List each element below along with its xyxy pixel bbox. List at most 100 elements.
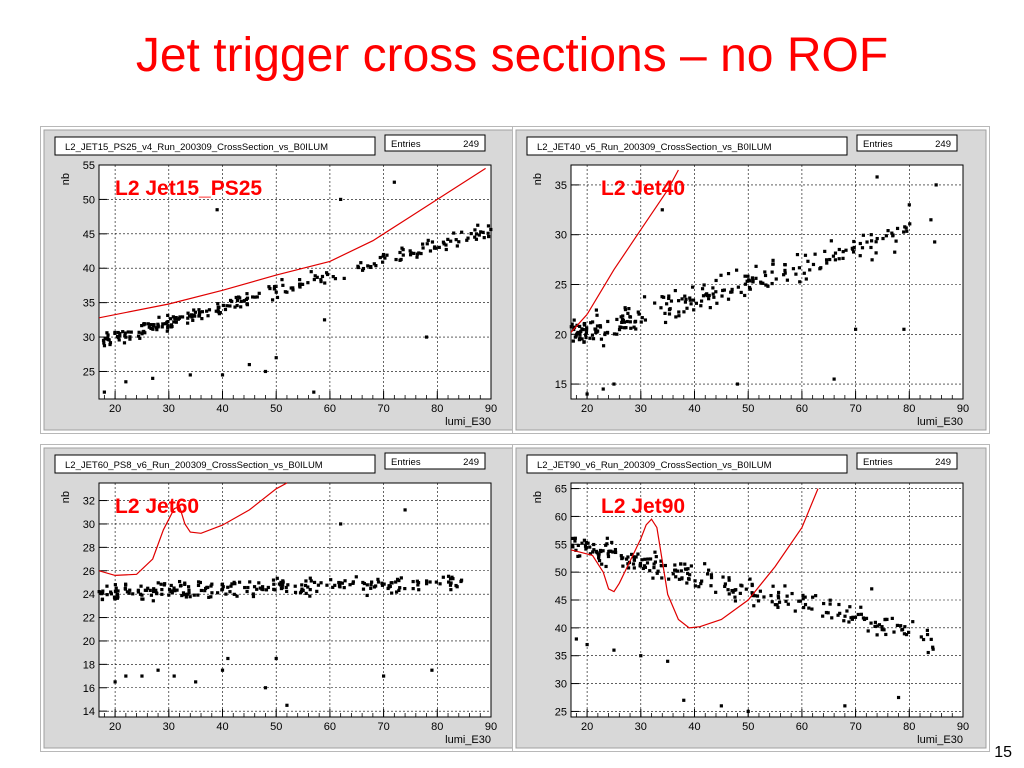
data-point <box>192 593 196 597</box>
data-point <box>285 589 289 594</box>
data-point <box>360 268 365 272</box>
data-point <box>474 232 479 236</box>
y-tick-label: 50 <box>555 567 567 579</box>
plot-box <box>570 164 964 400</box>
data-point <box>731 590 735 594</box>
data-point <box>200 310 204 314</box>
data-point <box>769 593 773 598</box>
fit-curve <box>99 482 288 577</box>
data-point <box>578 332 582 336</box>
data-point <box>143 331 147 335</box>
data-point <box>864 616 869 620</box>
data-point <box>331 275 335 279</box>
data-point <box>387 584 391 588</box>
data-point <box>845 609 849 613</box>
data-point <box>574 548 578 552</box>
data-point <box>686 567 690 571</box>
data-point <box>581 328 585 332</box>
data-point <box>221 585 225 589</box>
data-point <box>102 344 107 348</box>
data-point <box>280 278 284 282</box>
y-tick-label: 32 <box>83 496 95 508</box>
x-tick-label: 30 <box>635 721 647 733</box>
data-point <box>721 575 725 579</box>
data-point <box>424 335 429 339</box>
data-point <box>723 584 727 589</box>
data-point <box>903 625 907 629</box>
data-point <box>100 597 105 601</box>
chart-jet40: 20 30 40 50 60 70 80 90 15 20 25 30 35 lumi_E30 nb L2_J… <box>515 129 987 431</box>
data-point <box>304 579 308 583</box>
data-point <box>771 258 775 262</box>
data-point <box>858 241 862 246</box>
data-point <box>875 236 879 241</box>
data-point <box>309 270 313 274</box>
data-point <box>234 295 238 300</box>
data-point <box>149 326 153 331</box>
data-point <box>852 239 856 244</box>
data-point <box>351 580 355 584</box>
data-point <box>833 258 838 262</box>
data-point <box>447 580 451 584</box>
stats-box <box>384 134 486 152</box>
data-point <box>683 300 688 304</box>
data-point <box>329 578 333 582</box>
data-point <box>651 576 655 580</box>
chart-panel-jet15: 20 30 40 50 60 70 80 90 25 30 35 40 45 50 55 lumi_E30 nb… <box>40 126 518 434</box>
data-point <box>226 656 230 661</box>
data-point <box>228 304 232 308</box>
data-point <box>103 337 107 341</box>
data-point <box>173 589 177 593</box>
data-point <box>709 584 713 588</box>
data-point <box>861 233 865 237</box>
data-point <box>763 273 768 278</box>
data-point <box>395 577 400 581</box>
data-point <box>612 648 616 652</box>
data-point <box>191 318 195 322</box>
data-point <box>452 231 456 235</box>
x-tick-label: 80 <box>431 403 443 415</box>
fit-curve <box>571 488 819 629</box>
data-point <box>392 180 396 184</box>
data-point <box>832 377 836 381</box>
data-point <box>869 233 873 237</box>
data-point <box>667 296 671 301</box>
data-point <box>858 254 862 258</box>
data-point <box>167 587 172 592</box>
data-point <box>617 328 622 332</box>
data-point <box>140 324 144 328</box>
data-point <box>851 250 856 254</box>
data-point <box>600 562 604 566</box>
data-point <box>643 318 648 322</box>
data-points <box>570 536 935 714</box>
data-point <box>277 582 282 586</box>
page-number: 15 <box>994 744 1012 761</box>
data-point <box>206 314 210 318</box>
data-point <box>784 599 788 603</box>
data-point <box>723 582 727 586</box>
data-point <box>904 226 908 230</box>
chart-jet15: 20 30 40 50 60 70 80 90 25 30 35 40 45 50 55 lumi_E30 nb… <box>43 129 515 431</box>
stats-box <box>384 452 486 470</box>
data-point <box>892 630 896 634</box>
data-point <box>797 266 802 270</box>
data-point <box>604 564 608 569</box>
data-point <box>286 583 290 587</box>
x-axis-label: lumi_E30 <box>917 416 963 428</box>
data-point <box>446 574 451 578</box>
data-point <box>207 595 211 599</box>
data-point <box>904 632 909 637</box>
y-tick-label: 25 <box>83 366 95 378</box>
data-point <box>147 325 151 329</box>
data-point <box>263 369 268 374</box>
y-tick-label: 40 <box>555 623 567 635</box>
chart-panel-jet90: 20 30 40 50 60 70 80 90 25 30 35 40 45 50 55 60 65 lumi_E… <box>512 444 990 752</box>
data-point <box>137 330 141 334</box>
data-point <box>203 589 207 593</box>
data-point <box>632 558 637 562</box>
y-tick-label: 30 <box>83 519 95 531</box>
data-point <box>599 337 604 341</box>
data-point <box>263 686 268 690</box>
data-point <box>597 554 601 558</box>
data-point <box>113 597 117 601</box>
